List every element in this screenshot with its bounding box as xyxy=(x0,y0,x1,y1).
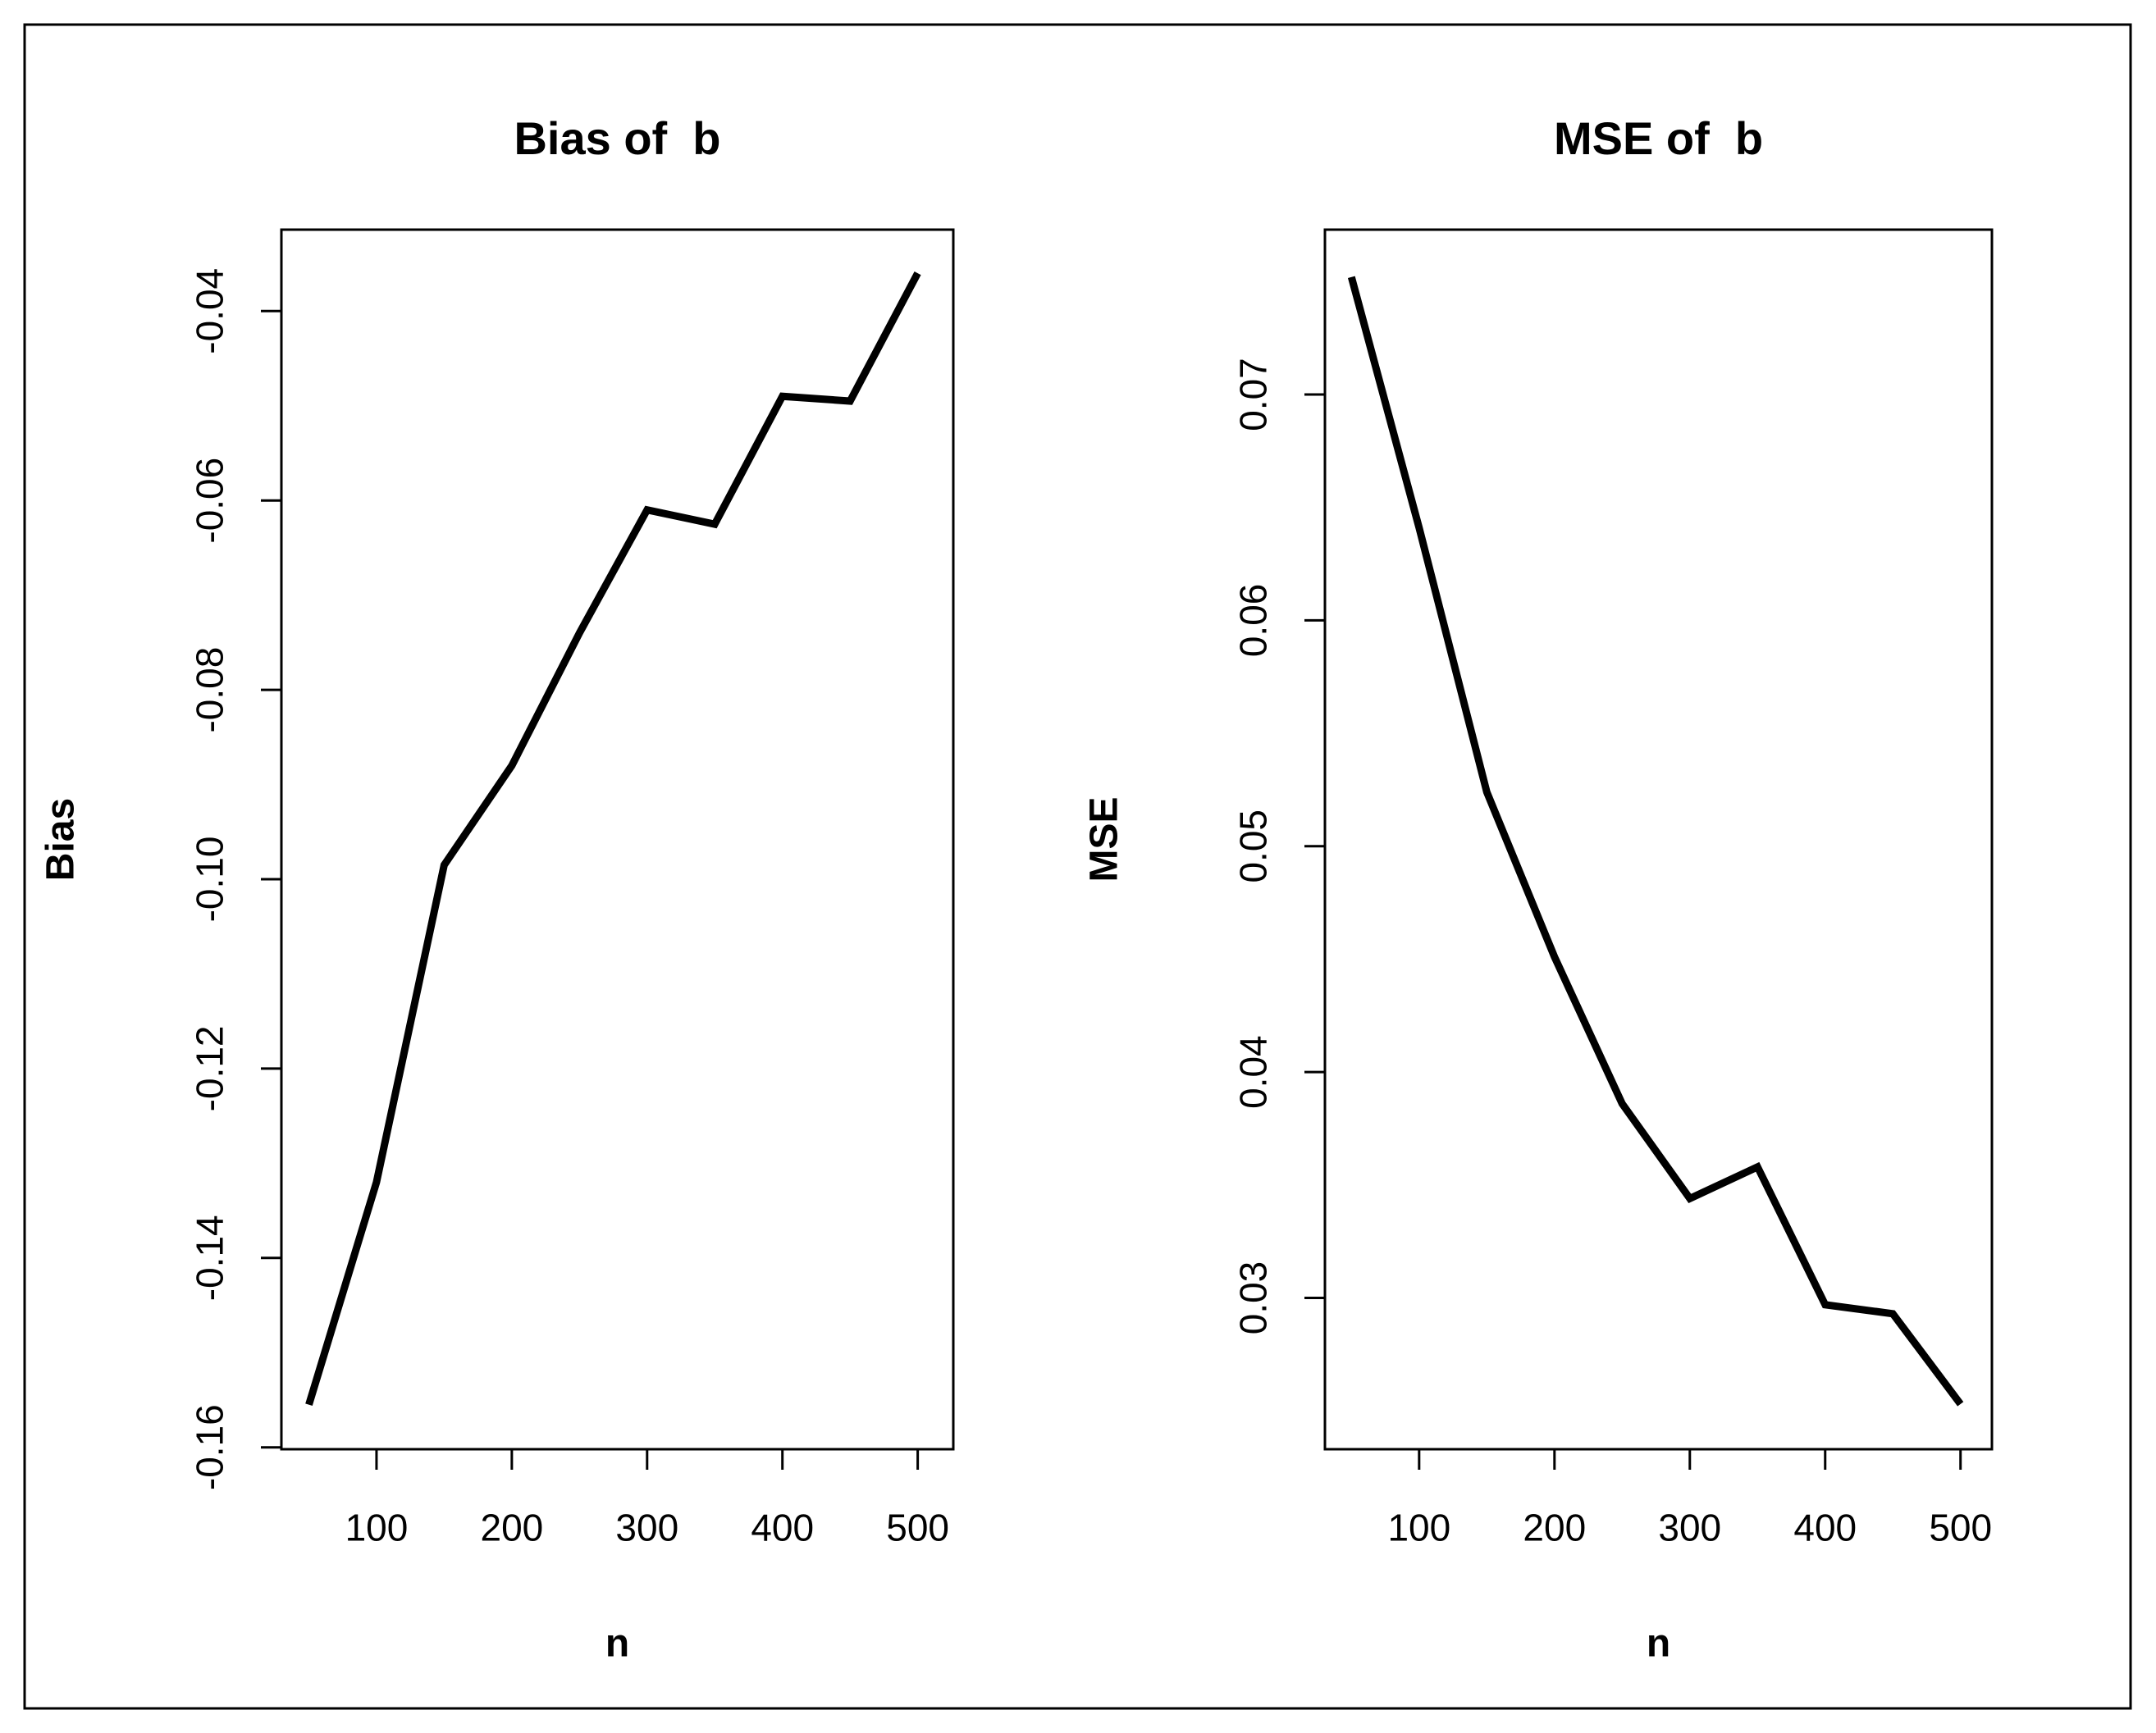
chart-1-x-tick-label: 300 xyxy=(1658,1507,1721,1549)
chart-0-x-tick-label: 200 xyxy=(480,1507,543,1549)
chart-0-y-tick-label: -0.12 xyxy=(189,1025,231,1111)
chart-0-y-tick-label: -0.06 xyxy=(189,458,231,544)
chart-0-xlabel: n xyxy=(605,1621,629,1665)
chart-1-x-tick-label: 500 xyxy=(1929,1507,1992,1549)
chart-0-x-tick-label: 500 xyxy=(886,1507,949,1549)
chart-1-xlabel: n xyxy=(1647,1621,1670,1665)
chart-1-y-tick-label: 0.07 xyxy=(1232,358,1275,431)
chart-1-y-tick-label: 0.06 xyxy=(1232,584,1275,658)
chart-0-y-tick-label: -0.14 xyxy=(189,1215,231,1301)
chart-0-y-tick-label: -0.08 xyxy=(189,647,231,733)
chart-1-y-tick-label: 0.03 xyxy=(1232,1261,1275,1335)
chart-1-ylabel: MSE xyxy=(1082,796,1126,882)
chart-1-title: MSE of b xyxy=(1554,112,1763,164)
chart-0-x-tick-label: 400 xyxy=(751,1507,814,1549)
chart-0-ylabel: Bias xyxy=(39,798,82,881)
chart-0-data-line xyxy=(305,271,921,1407)
chart-0-plot-box xyxy=(280,228,955,1451)
chart-0-y-tick-label: -0.04 xyxy=(189,268,231,354)
chart-0-x-tick-label: 300 xyxy=(615,1507,678,1549)
chart-1-data-line xyxy=(1347,276,1964,1407)
chart-1-x-tick-label: 400 xyxy=(1793,1507,1857,1549)
chart-1-plot-box xyxy=(1323,228,1994,1451)
chart-0-y-tick-label: -0.16 xyxy=(189,1404,231,1490)
chart-1-y-tick-label: 0.04 xyxy=(1232,1035,1275,1109)
chart-0-y-tick-label: -0.10 xyxy=(189,837,231,923)
figure-border xyxy=(23,23,2132,1710)
chart-0-title: Bias of b xyxy=(514,112,720,164)
chart-1-x-tick-label: 200 xyxy=(1523,1507,1586,1549)
chart-0-x-tick-label: 100 xyxy=(345,1507,409,1549)
chart-1-y-tick-label: 0.05 xyxy=(1232,809,1275,883)
chart-1-x-tick-label: 100 xyxy=(1387,1507,1450,1549)
